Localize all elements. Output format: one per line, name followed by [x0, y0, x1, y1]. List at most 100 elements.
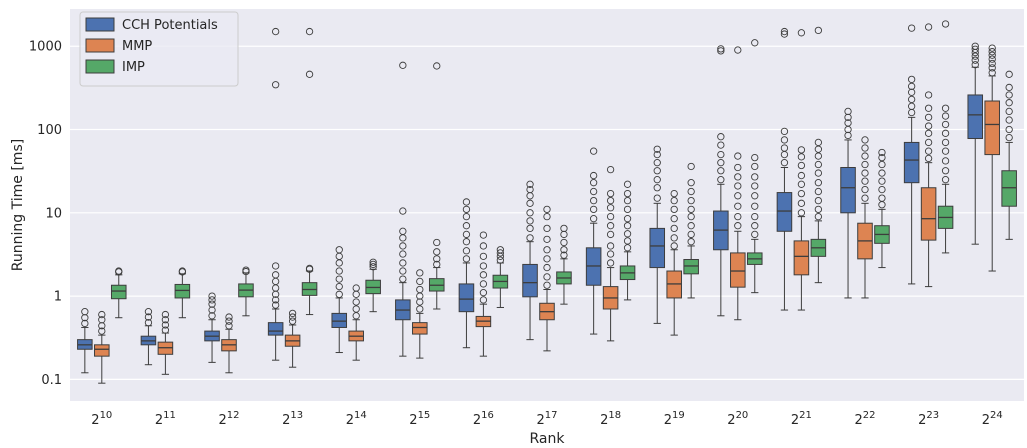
outlier-point	[543, 224, 551, 233]
box	[412, 322, 428, 335]
outlier-point	[399, 267, 407, 275]
outlier-point	[526, 209, 534, 217]
outlier-point	[416, 269, 424, 277]
outlier-point	[462, 255, 471, 263]
outlier-point	[208, 312, 216, 320]
outlier-point	[734, 182, 742, 190]
outlier-point	[988, 44, 996, 52]
outlier-point	[941, 138, 950, 147]
box	[458, 283, 475, 313]
outlier-point	[878, 148, 886, 157]
outlier-point	[941, 129, 950, 137]
outlier-point	[814, 196, 823, 205]
outlier-point	[416, 305, 424, 313]
outlier-point	[924, 147, 933, 155]
outlier-point	[543, 263, 551, 272]
outlier-point	[797, 199, 806, 207]
outlier-point	[623, 222, 632, 230]
x-tick-label: 211	[155, 410, 176, 428]
x-tick-label: 222	[854, 410, 875, 428]
outlier-point	[623, 244, 632, 252]
box	[903, 141, 920, 184]
box	[730, 252, 746, 288]
outlier-point	[988, 48, 996, 56]
outlier-point	[687, 230, 695, 239]
outlier-point	[526, 199, 534, 207]
outlier-point	[479, 231, 488, 239]
outlier-point	[589, 205, 598, 214]
outlier-point	[878, 160, 886, 169]
outlier-point	[878, 169, 886, 177]
outlier-point	[526, 180, 534, 188]
x-tick-label: 217	[536, 410, 557, 428]
outlier-point	[653, 159, 661, 167]
outlier-point	[734, 202, 742, 210]
outlier-point	[479, 296, 488, 304]
outlier-point	[335, 282, 343, 291]
box	[110, 284, 127, 300]
outlier-point	[462, 230, 471, 239]
outlier-point	[335, 267, 343, 275]
outlier-point	[844, 131, 852, 140]
x-tick-label: 216	[473, 410, 494, 428]
outlier-point	[861, 152, 869, 160]
outlier-point	[751, 222, 759, 230]
x-tick-labels: 210 211 212 213 214 215 216 217 218 219 220 221 222 2…	[91, 410, 1002, 428]
outlier-point	[670, 224, 678, 233]
outlier-point	[751, 173, 759, 181]
outlier-point	[907, 24, 916, 32]
outlier-point	[606, 196, 615, 205]
outlier-point	[115, 267, 123, 275]
outlier-point	[751, 192, 759, 200]
outlier-point	[543, 255, 551, 263]
y-tick-label: 10	[45, 206, 62, 221]
outlier-point	[462, 205, 471, 214]
outlier-point	[878, 177, 886, 185]
box	[94, 344, 110, 357]
outlier-point	[399, 250, 407, 258]
outlier-point	[941, 147, 950, 155]
series-imp	[110, 20, 1017, 319]
outlier-point	[907, 82, 916, 90]
outlier-point	[589, 147, 598, 155]
outlier-point	[907, 102, 916, 110]
outlier-point	[988, 69, 996, 77]
outlier-point	[526, 217, 534, 225]
outlier-point	[687, 196, 695, 205]
outlier-point	[479, 271, 488, 279]
outlier-point	[717, 47, 725, 55]
legend-swatch	[85, 17, 115, 32]
outlier-point	[941, 20, 950, 28]
outlier-point	[687, 222, 695, 230]
outlier-point	[543, 246, 551, 254]
outlier-point	[416, 298, 424, 306]
outlier-point	[924, 154, 933, 163]
outlier-point	[144, 313, 153, 321]
outlier-point	[589, 179, 598, 187]
outlier-point	[606, 230, 615, 239]
outlier-point	[797, 180, 806, 188]
outlier-point	[924, 122, 933, 130]
outlier-point	[734, 222, 742, 230]
outlier-point	[751, 182, 759, 190]
outlier-point	[560, 246, 568, 254]
outlier-point	[1005, 91, 1013, 99]
outlier-point	[623, 180, 632, 188]
outlier-point	[161, 316, 170, 324]
series-mmp	[94, 23, 1000, 384]
outlier-point	[144, 318, 153, 327]
outlier-point	[814, 179, 823, 187]
outlier-point	[369, 260, 377, 269]
outlier-point	[814, 138, 823, 147]
y-tick-label: 100	[37, 123, 62, 138]
outlier-point	[797, 171, 806, 180]
outlier-point	[988, 59, 996, 68]
box	[331, 312, 348, 328]
outlier-point	[479, 262, 488, 270]
outlier-point	[543, 235, 551, 244]
x-tick-label: 223	[918, 410, 939, 428]
y-axis-title: Running Time [ms]	[10, 139, 26, 271]
outlier-point	[670, 242, 678, 250]
outlier-point	[861, 185, 869, 194]
outlier-point	[399, 275, 407, 283]
